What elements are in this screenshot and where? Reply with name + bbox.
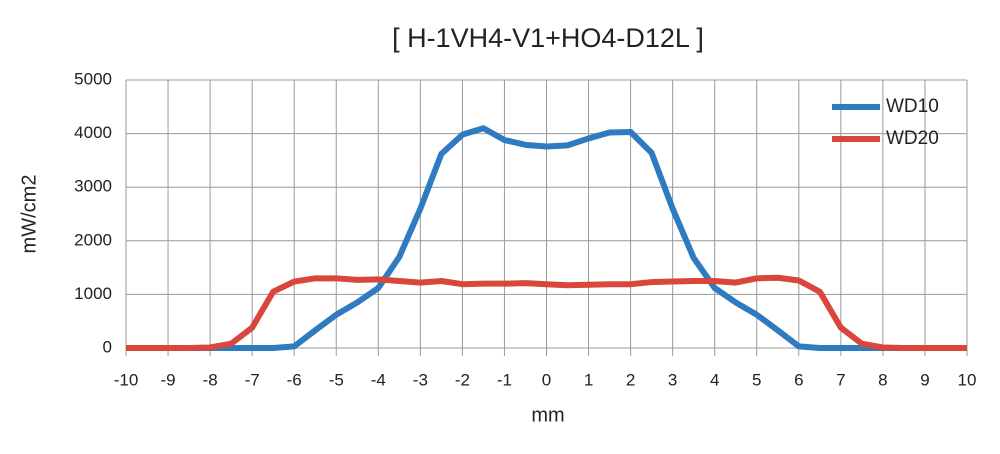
- x-tick-label: -2: [455, 370, 470, 389]
- y-tick-label: 3000: [74, 177, 112, 196]
- x-tick-label: -5: [329, 370, 344, 389]
- x-tick-label: -4: [371, 370, 386, 389]
- y-axis-label: mW/cm2: [18, 175, 40, 254]
- x-tick-label: 8: [878, 370, 887, 389]
- x-tick-label: 7: [836, 370, 845, 389]
- y-tick-label: 0: [103, 337, 112, 356]
- x-tick-label: 5: [752, 370, 761, 389]
- x-tick-label: -3: [413, 370, 428, 389]
- y-tick-label: 2000: [74, 230, 112, 249]
- data-line: [126, 274, 967, 351]
- x-tick-label: -9: [160, 370, 175, 389]
- x-tick-label: 4: [710, 370, 719, 389]
- x-tick-label: -1: [497, 370, 512, 389]
- x-tick-label: -6: [287, 370, 302, 389]
- x-tick-label: -10: [114, 370, 139, 389]
- y-tick-label: 5000: [74, 69, 112, 88]
- data-line: [126, 125, 967, 351]
- legend-label: WD10: [886, 96, 939, 117]
- chart-title: [ H-1VH4-V1+HO4-D12L ]: [392, 23, 704, 53]
- x-tick-label: 6: [794, 370, 803, 389]
- x-tick-label: 9: [920, 370, 929, 389]
- x-tick-label: 3: [668, 370, 677, 389]
- x-tick-label: -8: [203, 370, 218, 389]
- x-tick-label: 10: [958, 370, 977, 389]
- y-tick-label: 1000: [74, 284, 112, 303]
- x-tick-label: -7: [245, 370, 260, 389]
- y-tick-label: 4000: [74, 123, 112, 142]
- x-axis-label: mm: [531, 404, 564, 426]
- x-tick-label: 2: [626, 370, 635, 389]
- legend-label: WD20: [886, 128, 939, 149]
- x-tick-label: 0: [542, 370, 551, 389]
- x-tick-label: 1: [584, 370, 593, 389]
